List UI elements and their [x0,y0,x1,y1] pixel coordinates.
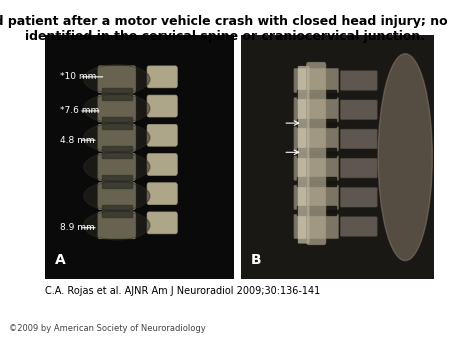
Ellipse shape [84,182,150,211]
FancyBboxPatch shape [98,124,136,151]
FancyBboxPatch shape [340,188,377,207]
FancyBboxPatch shape [147,66,177,88]
FancyBboxPatch shape [98,153,136,180]
Text: AJNR: AJNR [309,293,393,322]
Bar [102,117,132,129]
Bar [102,146,132,159]
Ellipse shape [84,65,150,94]
FancyBboxPatch shape [340,159,377,178]
Text: ©2009 by American Society of Neuroradiology: ©2009 by American Society of Neuroradiol… [9,324,206,333]
Text: B: B [250,253,261,267]
Text: C.A. Rojas et al. AJNR Am J Neuroradiol 2009;30:136-141: C.A. Rojas et al. AJNR Am J Neuroradiol … [45,286,320,296]
FancyBboxPatch shape [147,212,177,234]
Text: *10 mm: *10 mm [60,72,96,81]
FancyBboxPatch shape [340,100,377,119]
FancyBboxPatch shape [294,98,338,122]
Bar [102,88,132,100]
FancyBboxPatch shape [294,127,338,151]
Text: 4.8 mm: 4.8 mm [60,136,95,145]
FancyBboxPatch shape [340,217,377,236]
Bar [102,204,132,217]
Bar [297,148,336,157]
FancyBboxPatch shape [294,156,338,180]
FancyBboxPatch shape [147,183,177,204]
Ellipse shape [84,152,150,182]
Text: A: A [54,253,65,267]
FancyBboxPatch shape [147,95,177,117]
FancyBboxPatch shape [98,95,136,122]
Ellipse shape [84,123,150,152]
Text: 8.9 mm: 8.9 mm [60,223,95,232]
FancyBboxPatch shape [294,68,338,93]
Text: *7.6 mm: *7.6 mm [60,106,99,116]
Text: A 24-year-old patient after a motor vehicle crash with closed head injury; no fr: A 24-year-old patient after a motor vehi… [0,15,450,43]
FancyBboxPatch shape [298,66,310,244]
Bar [297,119,336,127]
Bar [297,90,336,98]
Bar [297,206,336,215]
FancyBboxPatch shape [340,71,377,90]
FancyBboxPatch shape [306,62,326,245]
Ellipse shape [84,211,150,240]
FancyBboxPatch shape [147,124,177,146]
Ellipse shape [378,54,432,261]
FancyBboxPatch shape [147,153,177,175]
FancyBboxPatch shape [98,66,136,93]
FancyBboxPatch shape [340,129,377,149]
FancyBboxPatch shape [98,183,136,210]
Text: AMERICAN JOURNAL OF NEURORADIOLOGY: AMERICAN JOURNAL OF NEURORADIOLOGY [284,320,418,325]
Bar [102,175,132,188]
FancyBboxPatch shape [294,214,338,239]
FancyBboxPatch shape [98,212,136,239]
Bar [297,177,336,186]
FancyBboxPatch shape [294,185,338,210]
Ellipse shape [84,94,150,123]
